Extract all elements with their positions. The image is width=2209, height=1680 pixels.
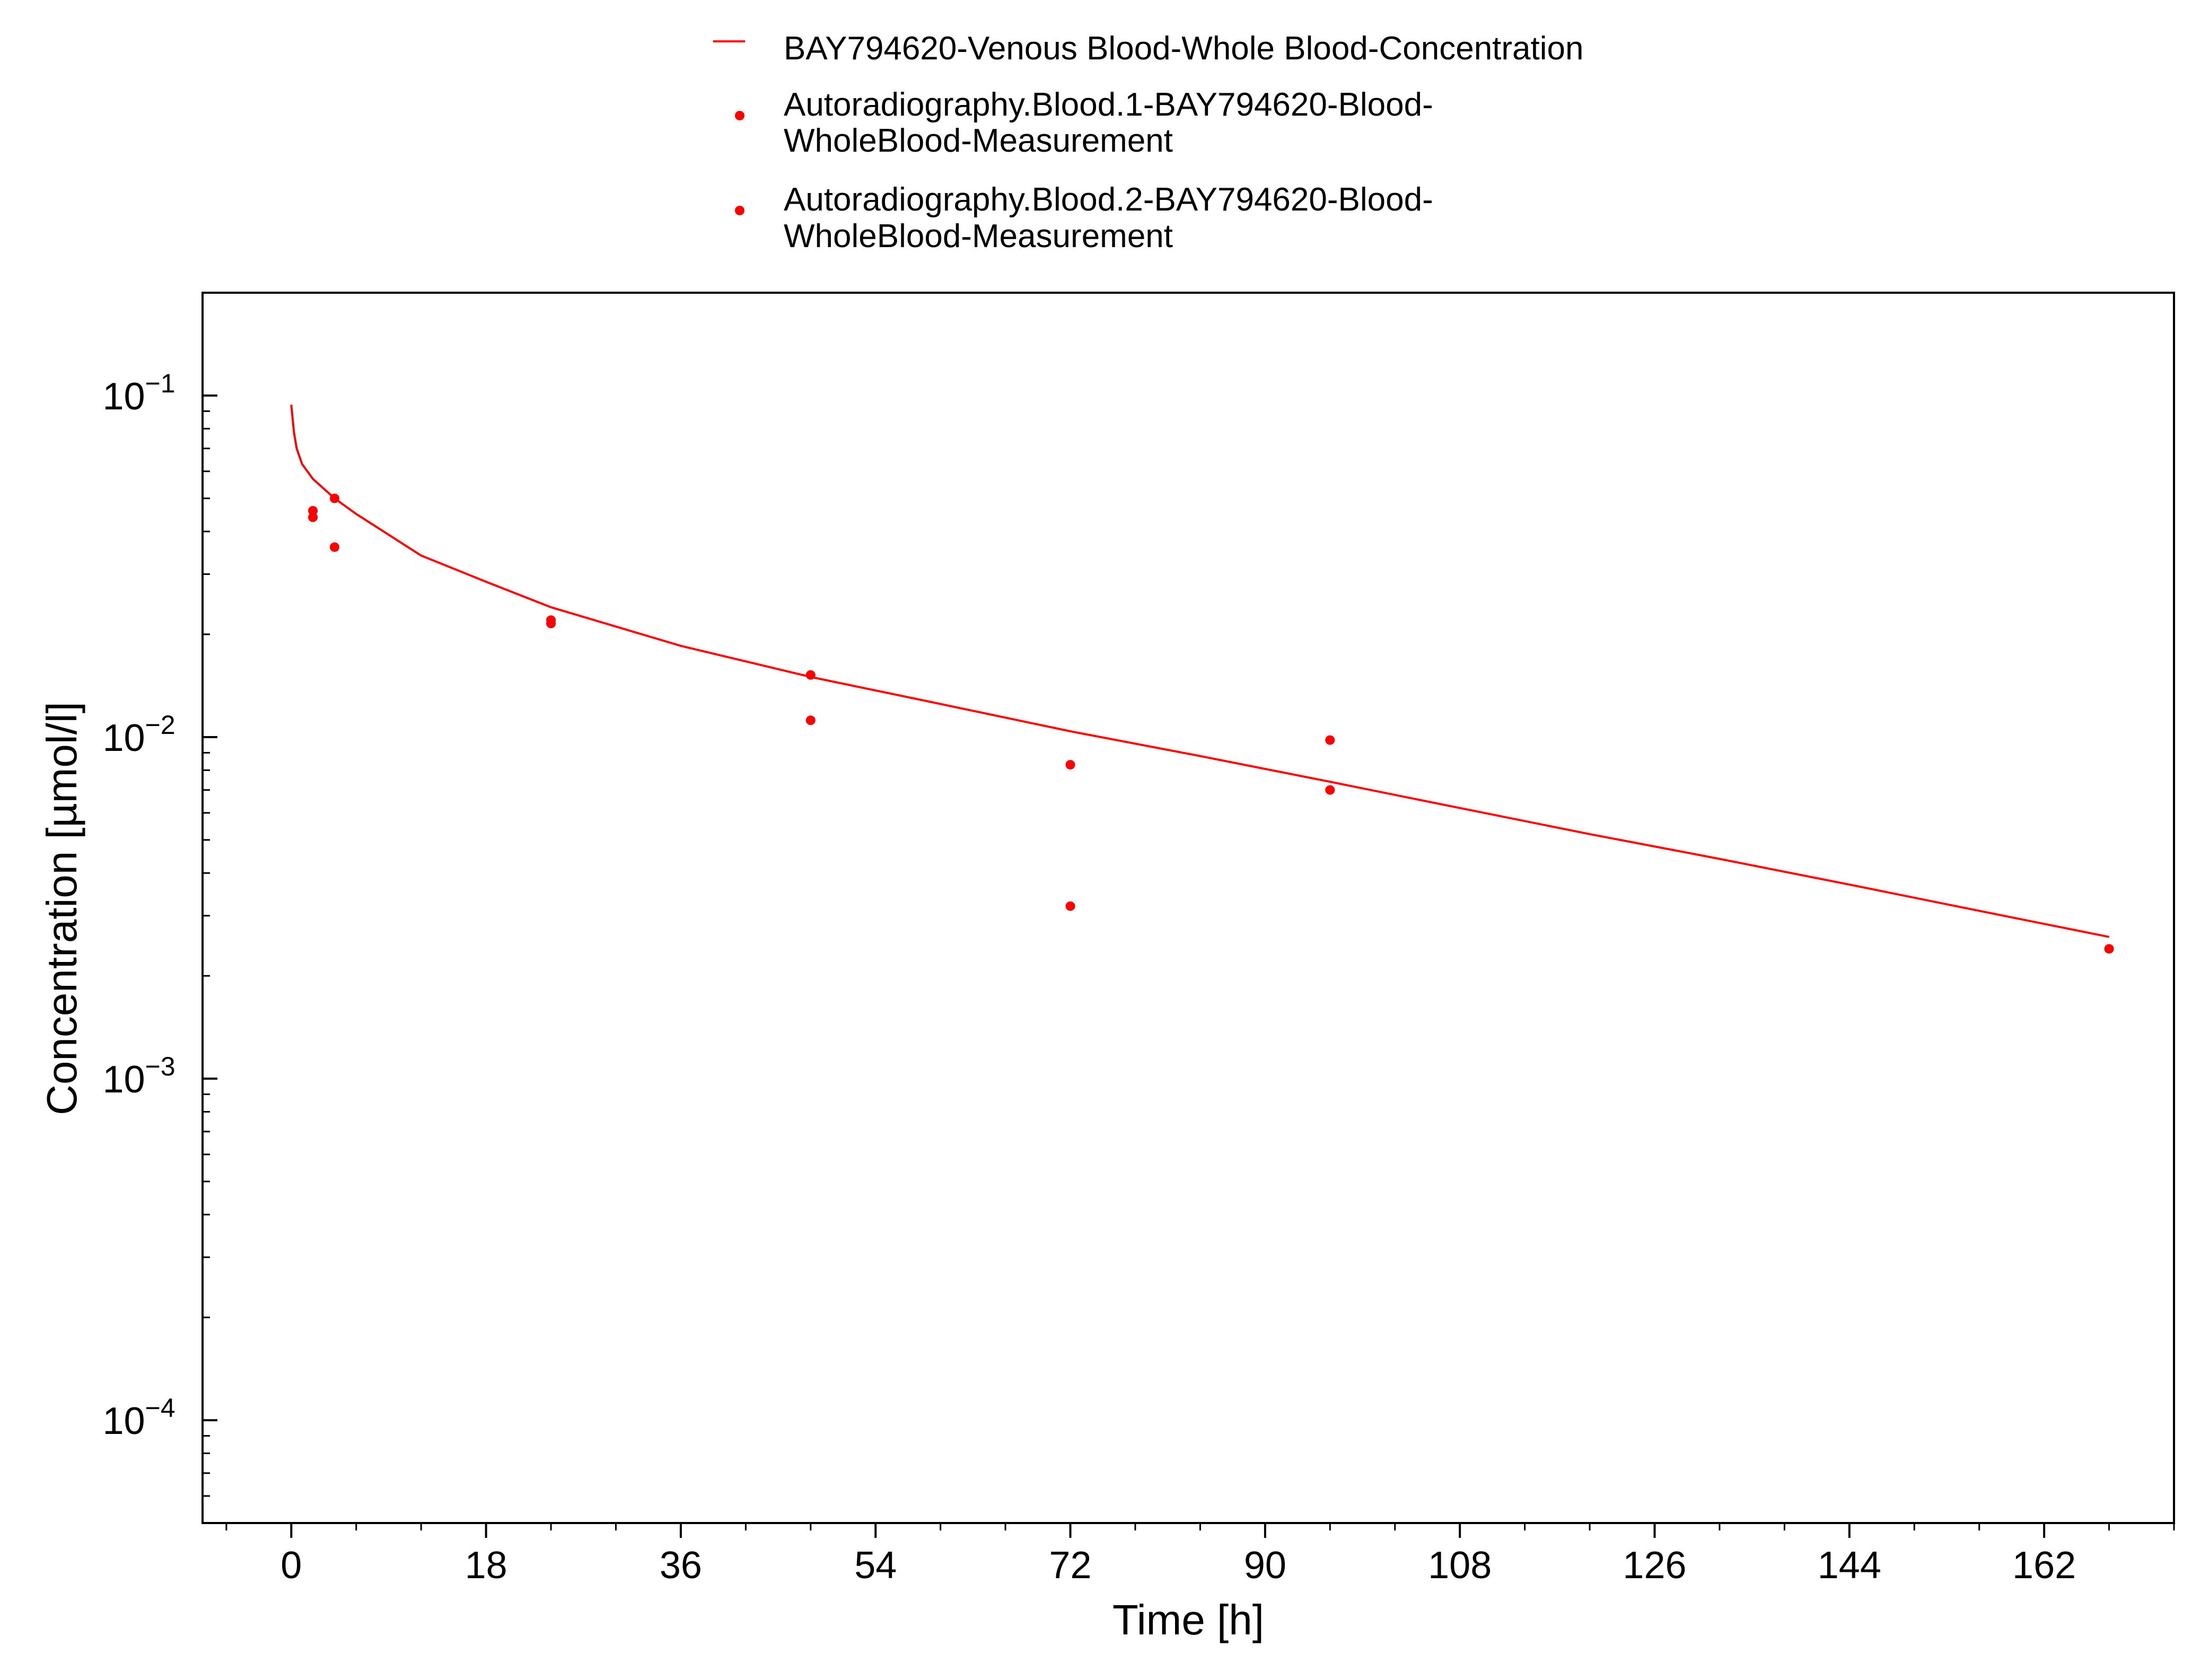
series-measurement-points (308, 493, 2114, 954)
legend: BAY794620-Venous Blood-Whole Blood-Conce… (713, 30, 1584, 255)
measurement-point-series-1 (1325, 735, 1335, 745)
legend-label-2-line-2: WholeBlood-Measurement (784, 122, 1173, 159)
x-tick-label: 0 (280, 1544, 302, 1587)
measurement-point-series-2 (546, 618, 556, 628)
measurement-point-series-2 (805, 715, 816, 725)
measurement-point-series-2 (1325, 785, 1335, 795)
measurement-point-series-1 (308, 506, 318, 516)
x-tick-label: 144 (1818, 1544, 1881, 1587)
x-axis-ticks: 0 18 36 54 72 90 108 126 144 162 (225, 1523, 2175, 1587)
y-axis-title: Concentration [µmol/l] (38, 702, 85, 1115)
measurement-point-series-1 (805, 670, 816, 680)
y-tick-label: 10−3 (102, 1052, 175, 1101)
plot-area (201, 292, 2175, 1524)
y-tick-label: 10−4 (102, 1393, 175, 1442)
simulation-line (290, 405, 2109, 938)
x-tick-label: 54 (854, 1544, 897, 1587)
series-simulation-line (290, 405, 2109, 938)
measurement-point-series-1 (330, 493, 339, 503)
legend-label-2-line-1: Autoradiography.Blood.1-BAY794620-Blood- (784, 86, 1433, 123)
legend-dot-marker-2 (735, 206, 744, 215)
y-axis-ticks: 10−1 10−2 10−3 10−4 (102, 292, 217, 1524)
legend-label-1: BAY794620-Venous Blood-Whole Blood-Conce… (784, 30, 1584, 67)
legend-label-3-line-2: WholeBlood-Measurement (784, 218, 1173, 255)
measurement-point-series-2 (1065, 901, 1075, 911)
y-tick-label: 10−1 (102, 369, 175, 418)
x-tick-label: 126 (1623, 1544, 1686, 1587)
measurement-point-series-1 (1065, 760, 1075, 770)
x-tick-label: 72 (1049, 1544, 1092, 1587)
y-tick-label: 10−2 (102, 710, 175, 759)
x-tick-label: 162 (2012, 1544, 2076, 1587)
x-tick-label: 36 (660, 1544, 702, 1587)
measurement-point-series-2 (330, 542, 339, 552)
x-tick-label: 90 (1244, 1544, 1286, 1587)
legend-dot-marker-1 (735, 111, 744, 120)
x-tick-label: 108 (1428, 1544, 1492, 1587)
x-tick-label: 18 (465, 1544, 507, 1587)
legend-label-3-line-1: Autoradiography.Blood.2-BAY794620-Blood- (784, 181, 1433, 218)
x-axis-title: Time [h] (1112, 1596, 1264, 1643)
measurement-point-series-2 (308, 512, 318, 522)
measurement-point-series-2 (2104, 944, 2114, 954)
